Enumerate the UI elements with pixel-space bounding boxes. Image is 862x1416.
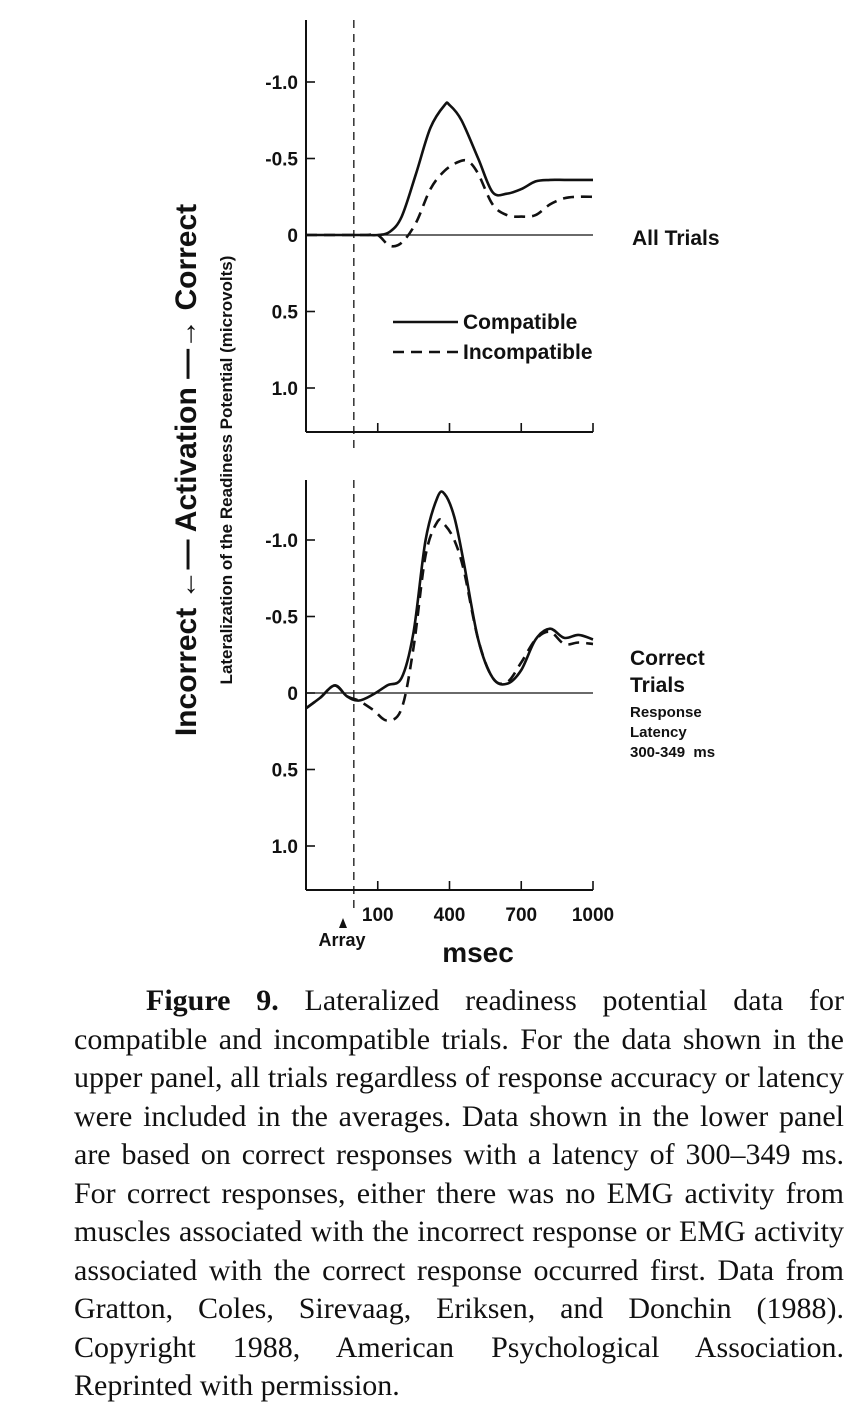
panel-2-y-tick-label: 0 xyxy=(287,684,298,705)
panel-2-x-tick-label: 700 xyxy=(505,905,537,926)
panel-2-series-compatible-line xyxy=(305,490,594,710)
figure-chart: -1.0 -0.5 0 0.5 1.0 -1.0 -0.5 0 0.5 1.0 100 400 700 1… xyxy=(170,20,720,968)
panel-2-x-tick-label: 100 xyxy=(362,905,394,926)
y-axis-inner-label: Lateralization of the Readiness Potentia… xyxy=(217,256,236,685)
legend-compatible-label: Compatible xyxy=(463,311,577,334)
panel-sublabel-latency: Latency xyxy=(630,724,687,741)
panel-2-y-tick-label: 1.0 xyxy=(272,837,298,858)
panel-2-x-tick-label: 400 xyxy=(434,905,466,926)
panel-1-y-tick-label: 0 xyxy=(287,226,298,247)
legend-incompatible-label: Incompatible xyxy=(463,341,593,364)
panel-sublabel-response: Response xyxy=(630,704,702,721)
panel-2-series-incompatible-line xyxy=(305,518,594,722)
panel-2-x-tick-label: 1000 xyxy=(572,905,614,926)
panel-1-y-tick-label: 0.5 xyxy=(272,303,299,324)
panel-1-series-incompatible-line xyxy=(306,158,594,248)
panel-1-y-tick-label: 1.0 xyxy=(272,379,298,400)
array-marker-arrow xyxy=(339,918,347,928)
caption-text: Lateralized readiness potential data for… xyxy=(74,984,845,1402)
panel-label-all-trials: All Trials xyxy=(632,227,720,250)
figure-caption: Figure 9. Lateralized readiness potentia… xyxy=(74,982,844,1406)
panel-label-trials: Trials xyxy=(630,674,685,697)
x-axis-label: msec xyxy=(442,937,514,968)
panel-2-y-tick-label: -0.5 xyxy=(265,608,298,629)
panel-sublabel-range: 300-349 ms xyxy=(630,744,715,761)
panel-1-series-compatible-line xyxy=(306,101,593,237)
array-marker-label: Array xyxy=(318,930,365,950)
panel-2-y-tick-label: -1.0 xyxy=(265,531,298,552)
panel-label-correct: Correct xyxy=(630,647,705,670)
y-axis-outer-label: Incorrect ←— Activation —→ Correct xyxy=(170,204,203,736)
caption-figure-label: Figure 9. xyxy=(146,984,279,1017)
panel-2-y-tick-label: 0.5 xyxy=(272,761,299,782)
panel-1-y-tick-label: -0.5 xyxy=(265,150,298,171)
panel-1-y-tick-label: -1.0 xyxy=(265,73,298,94)
